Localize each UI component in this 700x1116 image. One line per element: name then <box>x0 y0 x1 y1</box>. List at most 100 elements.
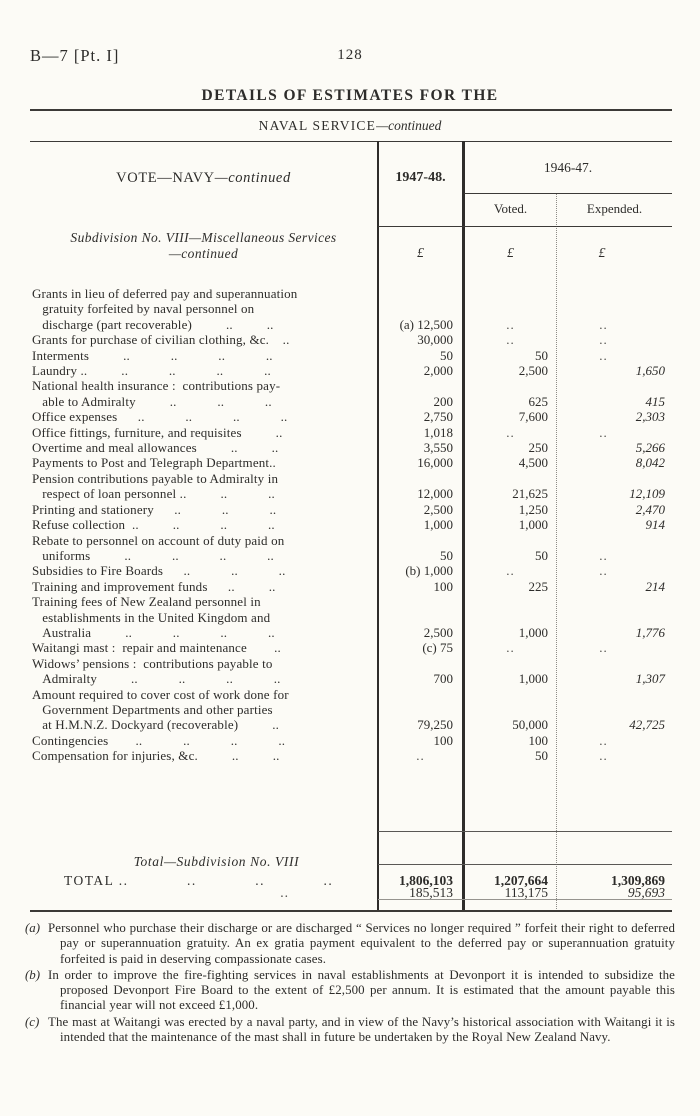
cell-expended: .. <box>599 547 608 563</box>
table-row: Contingencies .. .. .. .. 100 100.. <box>30 733 672 748</box>
row-label: Interments .. .. .. .. <box>32 347 273 363</box>
rule-above-subtotal <box>378 831 672 832</box>
footnotes: (a) Personnel who purchase their dischar… <box>25 921 675 1046</box>
table-row: Compensation for injuries, &c. .. .... 50… <box>30 748 672 763</box>
row-label: Pension contributions payable to Admiral… <box>32 470 279 502</box>
cell-voted: 21,625 <box>512 486 548 502</box>
cell-expended: 5,266 <box>635 440 665 456</box>
table-row: Grants in lieu of deferred pay and super… <box>30 286 672 332</box>
column-header-1946-47: 1946-47. <box>543 160 593 175</box>
cell-expended: .. <box>599 347 608 363</box>
footnote-b-text: In order to improve the fire-fighting se… <box>48 967 675 1013</box>
footnote-c-marker: (c) <box>25 1014 40 1029</box>
vote-header-continued: —continued <box>214 170 291 186</box>
subdivision-heading-line2: —continued <box>168 245 239 261</box>
table-row: Training and improvement funds .. .. 100 2… <box>30 579 672 594</box>
vote-header-caps: VOTE—NAVY <box>116 170 215 186</box>
currency-sign-1947: £ <box>417 245 424 260</box>
footnote-b-marker: (b) <box>25 967 41 982</box>
cell-expended: 1,307 <box>635 671 665 687</box>
cell-1947-48: 100 <box>433 732 454 748</box>
table-row: Amount required to cover cost of work do… <box>30 687 672 733</box>
cell-1947-48: 700 <box>433 671 454 687</box>
row-label: Training fees of New Zealand personnel i… <box>32 594 275 640</box>
row-label: Rebate to personnel on account of duty p… <box>32 532 285 563</box>
table-row: Pension contributions payable to Admiral… <box>30 471 672 502</box>
subtotal-expended: 95,693 <box>627 885 665 901</box>
cell-expended: 1,650 <box>635 363 665 379</box>
cell-expended: .. <box>599 640 608 656</box>
cell-voted: 4,500 <box>518 455 548 471</box>
cell-voted: 225 <box>528 578 549 594</box>
table-row: Payments to Post and Telegraph Departmen… <box>30 455 672 470</box>
cell-1947-48: 30,000 <box>417 332 453 348</box>
grand-total-expended: 1,309,869 <box>611 873 665 888</box>
cell-expended: 1,776 <box>635 624 665 640</box>
subtotal-row: Total—Subdivision No. VIII .. 185,513 11… <box>30 839 672 901</box>
column-rule-1 <box>377 141 379 911</box>
row-label: Refuse collection .. .. .. .. <box>32 517 275 533</box>
cell-1947-48: 100 <box>433 578 454 594</box>
subdivision-heading-line1: Subdivision No. VIII—Miscellaneous Servi… <box>70 230 337 245</box>
row-label: Grants for purchase of civilian clothing… <box>32 332 290 348</box>
section-subtitle: NAVAL SERVICE—continued <box>0 118 700 134</box>
cell-1947-48: 2,000 <box>423 363 453 379</box>
cell-voted: 50 <box>535 748 548 764</box>
cell-voted: 250 <box>528 440 549 456</box>
rule-table-top <box>30 141 672 143</box>
section-subtitle-continued: —continued <box>376 118 442 133</box>
table-row: Grants for purchase of civilian clothing… <box>30 332 672 347</box>
table-row: Widows’ pensions : contributions payable… <box>30 656 672 687</box>
row-label: Waitangi mast : repair and maintenance .… <box>32 640 281 656</box>
cell-1947-48: 3,550 <box>423 440 453 456</box>
table-row: Overtime and meal allowances .. .. 3,550 2… <box>30 440 672 455</box>
row-label: Office fittings, furniture, and requisit… <box>32 424 283 440</box>
table-body: Grants in lieu of deferred pay and super… <box>30 286 672 764</box>
cell-expended: 2,470 <box>635 501 665 517</box>
row-label: Office expenses .. .. .. .. <box>32 409 288 425</box>
report-code: B—7 [Pt. I] <box>30 46 120 65</box>
subtotal-label-text: Total—Subdivision No. VIII <box>133 854 300 870</box>
cell-1947-48: 2,750 <box>423 409 453 425</box>
column-header-expended: Expended. <box>586 201 643 216</box>
cell-1947-48: 50 <box>440 347 453 363</box>
table-row: Subsidies to Fire Boards .. .. .. (b) 1,0… <box>30 563 672 578</box>
row-label: Laundry .. .. .. .. .. <box>32 363 271 379</box>
cell-1947-48: 79,250 <box>417 717 453 733</box>
cell-1947-48: (c) 75 <box>422 640 453 656</box>
column-rule-3 <box>556 193 557 911</box>
subtotal-voted: 113,175 <box>504 885 548 901</box>
cell-voted: .. <box>506 424 515 440</box>
cell-voted: .. <box>506 640 515 656</box>
rule-table-bottom <box>30 910 672 913</box>
currency-sign-voted: £ <box>507 245 514 260</box>
table-row: Printing and stationery .. .. .. 2,500 1,2… <box>30 502 672 517</box>
row-label: National health insurance : contribution… <box>32 378 281 409</box>
column-header-1947-48: 1947-48. <box>395 170 446 185</box>
rule-below-grand-total <box>378 899 672 900</box>
cell-1947-48: 1,018 <box>423 424 453 440</box>
row-label: Grants in lieu of deferred pay and super… <box>32 286 298 332</box>
cell-voted: 2,500 <box>518 363 548 379</box>
table-row: Training fees of New Zealand personnel i… <box>30 594 672 640</box>
page-number: 128 <box>337 47 363 63</box>
table-row: Office fittings, furniture, and requisit… <box>30 425 672 440</box>
table-row: Refuse collection .. .. .. .. 1,000 1,000 9… <box>30 517 672 532</box>
cell-1947-48: 2,500 <box>423 624 453 640</box>
grand-total-label: TOTAL .. .. .. .. <box>64 873 334 888</box>
cell-1947-48: 2,500 <box>423 501 453 517</box>
row-label: Payments to Post and Telegraph Departmen… <box>32 455 276 471</box>
cell-expended: 42,725 <box>629 717 665 733</box>
cell-expended: 2,303 <box>635 409 665 425</box>
table-row: Office expenses .. .. .. .. 2,750 7,600 2,3… <box>30 409 672 424</box>
table-row: Interments .. .. .. .. 50 50.. <box>30 348 672 363</box>
cell-voted: 50,000 <box>512 717 548 733</box>
cell-1947-48: 1,000 <box>423 517 453 533</box>
footnote-a-marker: (a) <box>25 921 41 935</box>
cell-expended: 214 <box>645 578 666 594</box>
footnote-c: (c) The mast at Waitangi was erected by … <box>25 1015 675 1046</box>
cell-1947-48: (a) 12,500 <box>399 316 453 332</box>
vote-header: VOTE—NAVY—continued <box>30 170 377 187</box>
cell-voted: .. <box>506 332 515 348</box>
cell-expended: 12,109 <box>629 486 665 502</box>
